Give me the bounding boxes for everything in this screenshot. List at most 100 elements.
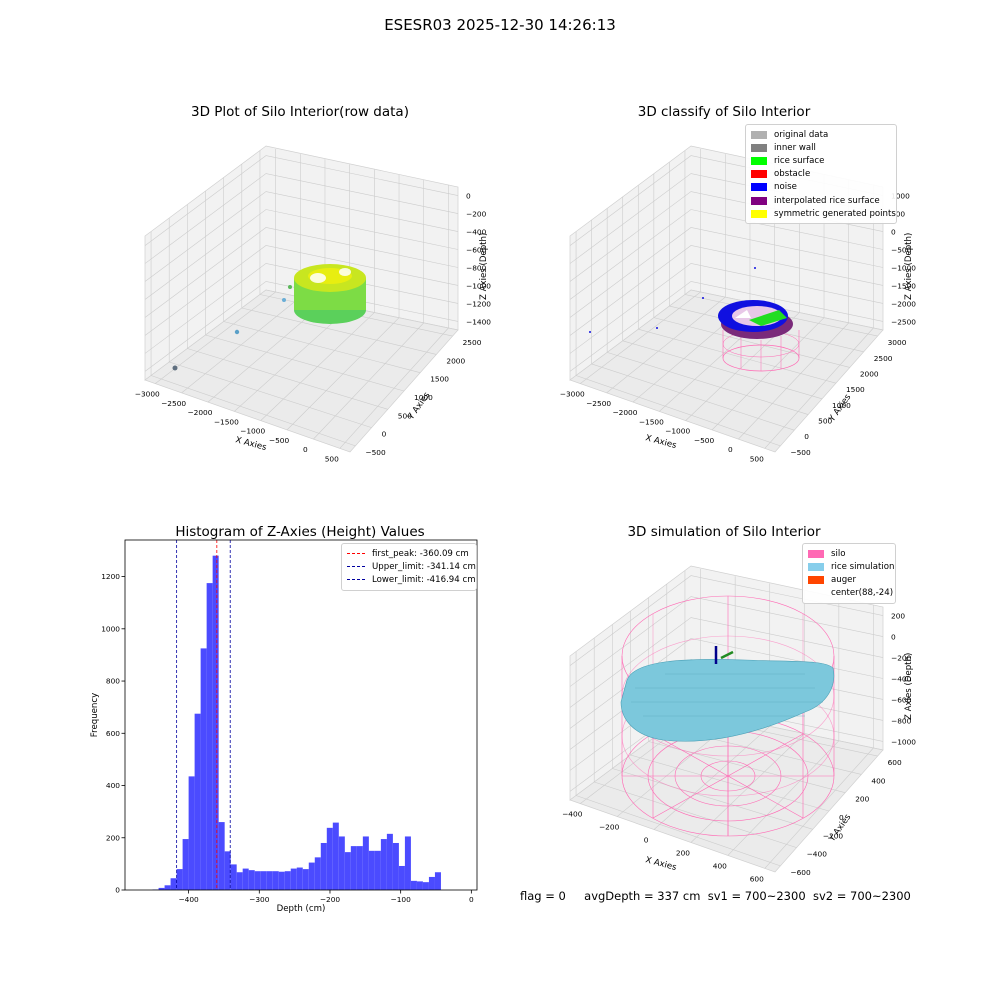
z-tick-label: −800 — [466, 263, 487, 272]
x-tick-label: 200 — [676, 848, 690, 857]
x-tick-label: −1000 — [240, 427, 265, 436]
z-tick-label: 1000 — [891, 192, 910, 201]
legend-label: rice simulation — [831, 561, 895, 572]
histogram-bar — [290, 868, 297, 890]
x-tick-label: −500 — [269, 436, 290, 445]
z-tick-label: −2500 — [891, 317, 916, 326]
histogram-bar — [212, 555, 219, 890]
y-tick-label: 500 — [398, 411, 412, 420]
histogram-bar — [410, 880, 417, 890]
histogram-bar — [248, 870, 255, 890]
y-tick-label: 2500 — [463, 338, 482, 347]
z-tick-label: −200 — [466, 210, 487, 219]
histogram-bar — [218, 822, 225, 890]
histogram-bar — [320, 842, 327, 890]
legend-swatch — [751, 183, 767, 192]
z-tick-label: −800 — [891, 716, 912, 725]
histogram-title: Histogram of Z-Axies (Height) Values — [175, 524, 425, 540]
histogram-bar — [344, 852, 351, 890]
y-tick-label: −500 — [790, 448, 811, 457]
histogram-bar — [230, 864, 237, 890]
legend-swatch — [751, 156, 767, 165]
y-tick-label: 1000 — [414, 393, 433, 402]
legend-entry: rice simulation — [808, 560, 894, 573]
z-tick-label: 0 — [891, 228, 896, 237]
legend-swatch — [808, 549, 824, 558]
histogram-bar — [200, 648, 207, 890]
sv2-value: sv2 = 700~2300 — [812, 889, 911, 903]
z-tick-label: −600 — [891, 695, 912, 704]
x-tick-label: −2500 — [586, 399, 611, 408]
x-tick-label: 0 — [644, 836, 649, 845]
histogram-bar — [404, 836, 411, 890]
y-tick-label: 200 — [855, 795, 869, 804]
histogram-bar — [254, 871, 261, 890]
histogram-y-tick-label: 600 — [106, 729, 120, 738]
z-tick-label: 200 — [891, 612, 905, 621]
panel-4-auger — [714, 646, 734, 664]
legend-swatch — [347, 566, 365, 568]
histogram-bar — [338, 836, 345, 890]
histogram-reference-lines — [176, 540, 231, 890]
histogram-x-tick-label: 0 — [469, 895, 474, 904]
histogram-y-tick-label: 1000 — [101, 624, 120, 633]
avg-depth-value: avgDepth = 337 cm — [584, 889, 701, 903]
histogram-bar — [170, 878, 177, 890]
legend-label: original data — [774, 129, 829, 140]
y-tick-label: 1000 — [832, 401, 851, 410]
z-tick-label: −600 — [466, 246, 487, 255]
legend-label: obstacle — [774, 169, 811, 180]
legend-entry: auger — [808, 573, 890, 586]
legend-swatch — [808, 589, 824, 597]
histogram-x-ticks: −400 −300 −200 −100 0 — [178, 890, 474, 904]
z-tick-label: −400 — [891, 675, 912, 684]
histogram-bar — [422, 882, 429, 890]
y-tick-label: 0 — [382, 430, 387, 439]
panel-1-point-cloud — [172, 264, 366, 371]
x-tick-label: −3000 — [560, 390, 585, 399]
x-tick-label: 500 — [325, 454, 339, 463]
histogram-bar — [242, 868, 249, 890]
z-tick-label: −1000 — [466, 281, 491, 290]
x-tick-label: 600 — [750, 874, 764, 883]
histogram-bar — [182, 839, 189, 890]
panel-4-legend: silo rice simulation auger center(88,-24) — [802, 543, 896, 604]
legend-label: center(88,-24) — [831, 588, 894, 599]
legend-swatch — [751, 209, 767, 218]
x-tick-label: −1000 — [665, 427, 690, 436]
y-tick-label: 600 — [888, 758, 902, 767]
y-tick-label: 3000 — [888, 338, 907, 347]
z-tick-label: 0 — [891, 633, 896, 642]
histogram-x-tick-label: −300 — [249, 895, 270, 904]
z-tick-label: −2000 — [891, 299, 916, 308]
panel-4-zlabel: Z Axies (Depth) — [904, 653, 914, 720]
legend-swatch — [751, 196, 767, 205]
legend-swatch — [808, 562, 824, 571]
histogram-bar — [302, 869, 309, 890]
histogram-bar — [392, 842, 399, 890]
legend-label: silo — [831, 548, 846, 559]
histogram-x-tick-label: −200 — [320, 895, 341, 904]
x-tick-label: 0 — [303, 445, 308, 454]
z-tick-label: 0 — [466, 192, 471, 201]
histogram-y-tick-label: 400 — [106, 781, 120, 790]
panel-2-point-cloud — [589, 267, 800, 372]
histogram-y-tick-label: 200 — [106, 833, 120, 842]
legend-label: rice surface — [774, 155, 825, 166]
legend-entry: rice surface — [751, 154, 891, 167]
panel-4-3d-plot: −400−2000200400600−600−400−2000200400600… — [562, 565, 916, 883]
legend-label: first_peak: -360.09 cm — [372, 548, 469, 559]
z-tick-label: −400 — [466, 228, 487, 237]
panel-1-title: 3D Plot of Silo Interior(row data) — [191, 104, 409, 120]
z-tick-label: −1000 — [891, 737, 916, 746]
histogram-bar — [308, 862, 315, 890]
y-tick-label: 1500 — [430, 375, 449, 384]
legend-entry: original data — [751, 128, 891, 141]
x-tick-label: −200 — [599, 823, 620, 832]
y-tick-label: −600 — [790, 868, 811, 877]
legend-label: auger — [831, 574, 856, 585]
legend-entry: first_peak: -360.09 cm — [347, 547, 471, 560]
histogram-bar — [236, 872, 243, 890]
histogram-bar — [398, 865, 405, 890]
